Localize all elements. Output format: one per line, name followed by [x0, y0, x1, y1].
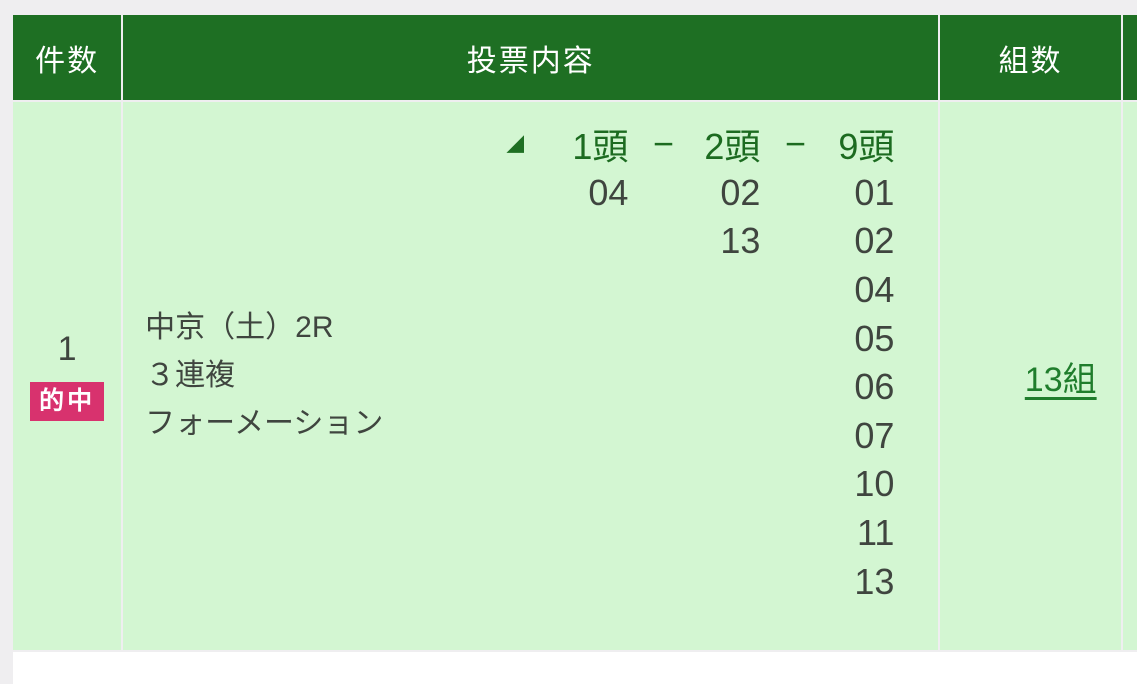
page-left-margin: [0, 0, 13, 684]
formation-number: 11: [856, 512, 895, 554]
formation-number: 13: [854, 560, 895, 602]
bet-row: 1 的中 中京（土）2R ３連複 フォーメーション ◢ 1頭 − 2頭: [13, 102, 1137, 650]
header-kumisu: 組数: [940, 15, 1121, 100]
bet-type: ３連複: [145, 359, 236, 392]
formation-number: 04: [588, 171, 629, 213]
bet-table-container: 件数 投票内容 組数 1 的中 中京（土）2R ３連複 フォー: [11, 0, 1137, 652]
venue-info: 中京（土）2R ３連複 フォーメーション: [145, 304, 383, 448]
bet-method: フォーメーション: [145, 407, 384, 440]
formation-col2-label: 2頭: [704, 126, 761, 168]
formation-grid: ◢ 1頭 − 2頭 − 9頭 04 02 01 13 02 04 05: [506, 120, 894, 606]
formation-number: 04: [854, 269, 895, 311]
formation-number: 02: [720, 171, 761, 213]
bet-table: 件数 投票内容 組数 1 的中 中京（土）2R ３連複 フォー: [11, 13, 1137, 652]
formation-col3-label: 9頭: [838, 126, 895, 168]
header-extra-clipped: [1122, 15, 1137, 100]
venue-race: 中京（土）2R: [145, 311, 334, 344]
bet-count: 1: [57, 329, 77, 368]
combination-count-link[interactable]: 13組: [1024, 360, 1097, 399]
formation-number: 13: [720, 220, 761, 262]
formation-number: 10: [854, 463, 895, 505]
formation-dash-icon: −: [652, 123, 674, 165]
formation-col1-label: 1頭: [572, 126, 629, 168]
formation-dash-icon: −: [784, 123, 806, 165]
formation-number: 01: [854, 171, 895, 213]
header-naiyou: 投票内容: [123, 15, 939, 100]
table-header-row: 件数 投票内容 組数: [13, 15, 1137, 100]
cell-kensu: 1 的中: [13, 102, 122, 650]
header-kensu: 件数: [13, 15, 122, 100]
formation-number: 07: [854, 414, 895, 456]
formation-number: 06: [854, 366, 895, 408]
formation-number: 05: [854, 317, 895, 359]
cell-kumisu: 13組: [940, 102, 1121, 650]
cell-extra-clipped: [1122, 102, 1137, 650]
corner-triangle-icon: ◢: [506, 128, 525, 155]
hit-badge: 的中: [30, 381, 105, 421]
formation-number: 02: [854, 220, 895, 262]
cell-naiyou: 中京（土）2R ３連複 フォーメーション ◢ 1頭 − 2頭 − 9頭 04 0…: [123, 102, 939, 650]
